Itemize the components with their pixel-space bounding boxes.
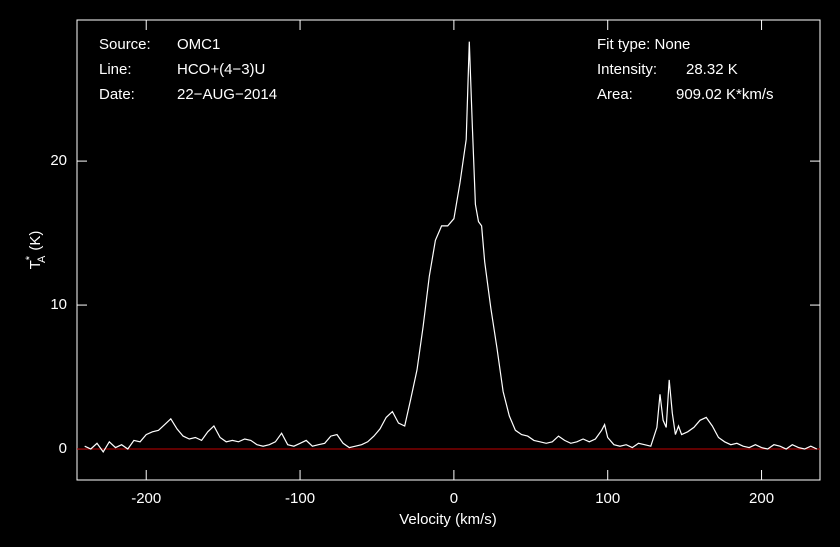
x-axis-label: Velocity (km/s): [399, 511, 497, 528]
y-tick-label: 10: [50, 296, 67, 313]
annotation: 28.32 K: [686, 61, 738, 78]
x-tick-label: -100: [285, 490, 315, 507]
annotation: 22−AUG−2014: [177, 86, 277, 103]
annotation: OMC1: [177, 36, 220, 53]
annotation: Line:: [99, 61, 132, 78]
x-tick-label: 200: [749, 490, 774, 507]
annotation: HCO+(4−3)U: [177, 61, 265, 78]
y-tick-label: 20: [50, 152, 67, 169]
x-tick-label: -200: [131, 490, 161, 507]
spectrum-line: [84, 41, 818, 453]
x-tick-label: 0: [450, 490, 458, 507]
annotation: Date:: [99, 86, 135, 103]
y-label-sub: A: [36, 255, 48, 263]
y-label-main: T: [27, 260, 44, 269]
y-label-unit: (K): [27, 231, 44, 251]
annotation: Source:: [99, 36, 151, 53]
y-label-sup: *: [24, 255, 36, 260]
x-tick-label: 100: [595, 490, 620, 507]
y-axis-label: T*A (K): [24, 231, 48, 270]
plot-frame: [76, 19, 821, 481]
annotation: 909.02 K*km/s: [676, 86, 774, 103]
y-tick-label: 0: [59, 440, 67, 457]
annotation: Fit type: None: [597, 36, 690, 53]
annotation: Area:: [597, 86, 633, 103]
annotation: Intensity:: [597, 61, 657, 78]
